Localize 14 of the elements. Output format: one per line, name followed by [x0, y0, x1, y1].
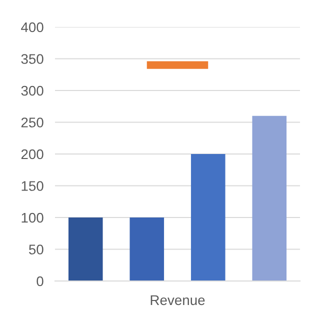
bar — [252, 116, 287, 281]
y-tick-label: 100 — [22, 212, 44, 223]
y-tick-label: 0 — [36, 276, 44, 286]
y-tick-label: 300 — [21, 86, 44, 96]
x-axis-title: Revenue — [150, 295, 205, 306]
bar — [190, 154, 226, 281]
y-tick-label: 250 — [21, 118, 44, 128]
y-tick-label: 350 — [21, 54, 44, 64]
y-tick-label: 150 — [22, 181, 44, 191]
y-tick-label: 50 — [28, 244, 44, 254]
y-tick-label: 400 — [21, 22, 44, 32]
bar — [130, 218, 164, 281]
y-tick-label: 200 — [21, 149, 44, 160]
bar — [68, 218, 103, 281]
